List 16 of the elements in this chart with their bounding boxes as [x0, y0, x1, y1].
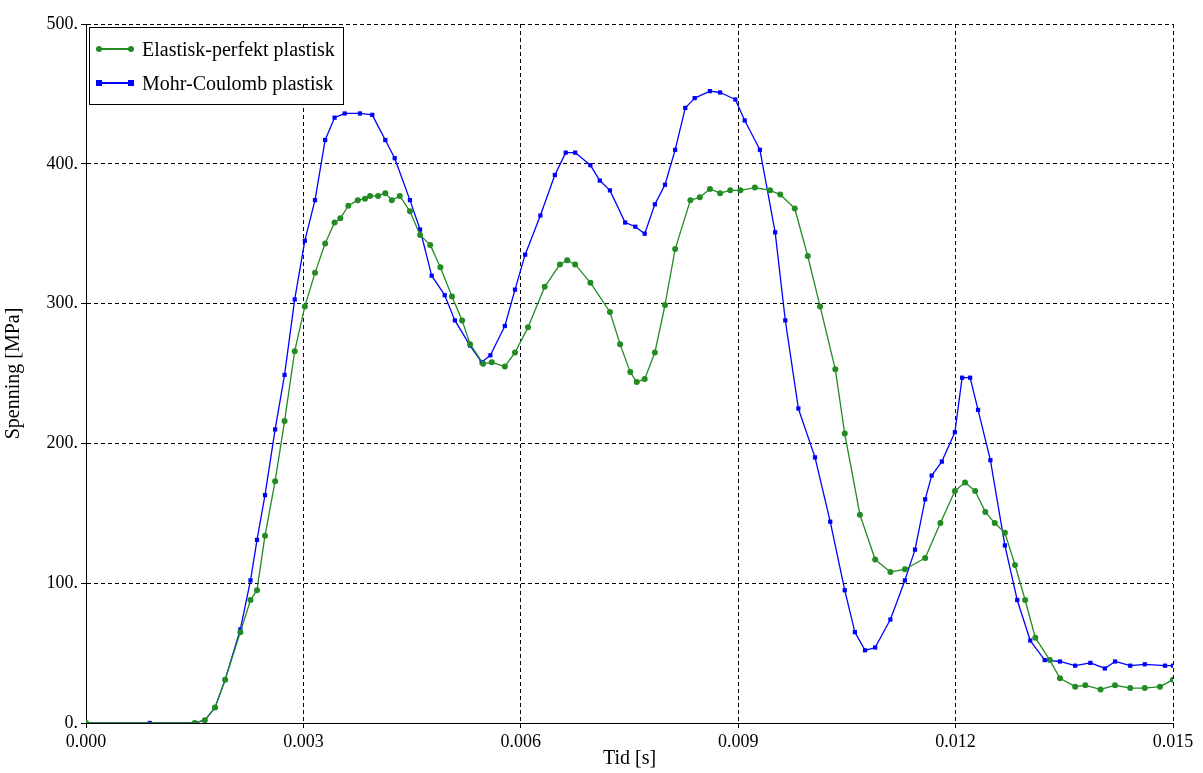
x-tick-label: 0.009 [717, 730, 759, 751]
y-tick-label: 200. [46, 432, 78, 453]
x-tick-label: 0.006 [500, 730, 542, 751]
y-axis-title: Spenning [MPa] [1, 307, 25, 440]
x-axis-title: Tid [s] [602, 746, 657, 769]
legend-label: Elastisk-perfekt plastisk [142, 37, 335, 61]
y-tick-label: 400. [46, 152, 78, 173]
x-tick-label: 0.003 [283, 730, 324, 751]
x-tick-label: 0.012 [935, 730, 976, 751]
y-tick-label: 100. [46, 571, 78, 592]
y-tick-label: 0. [64, 711, 78, 732]
x-tick-label: 0.015 [1152, 730, 1194, 751]
y-tick-label: 300. [46, 292, 78, 313]
y-tick-label: 500. [46, 12, 78, 33]
x-tick-label: 0.000 [65, 730, 107, 751]
legend-label: Mohr-Coulomb plastisk [142, 71, 334, 95]
